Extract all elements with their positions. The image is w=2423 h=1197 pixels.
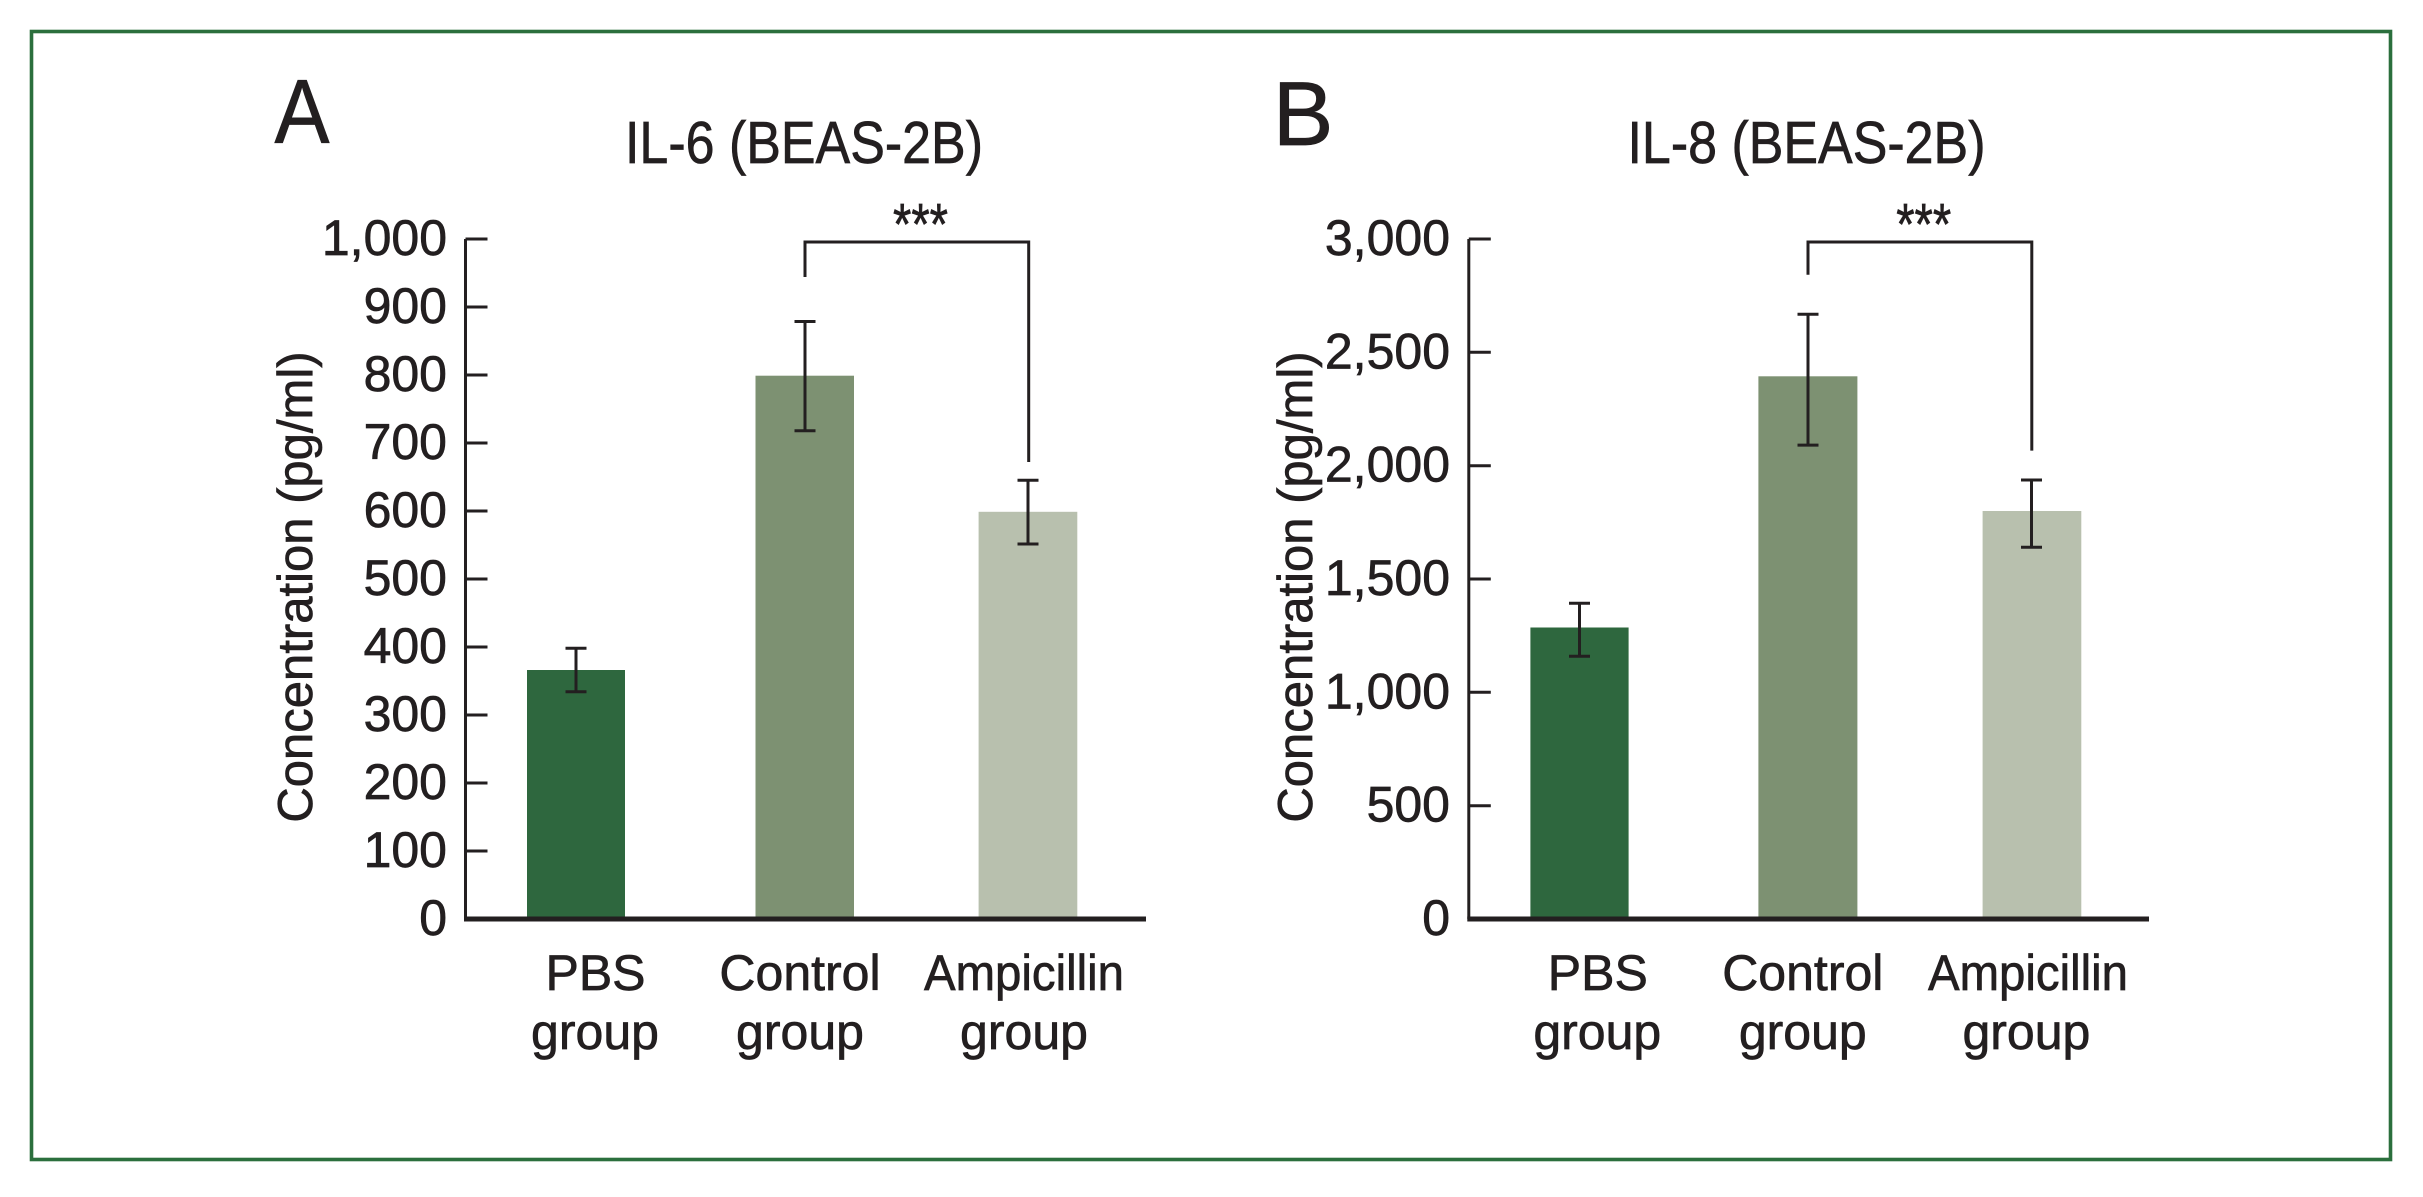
svg-text:800: 800 xyxy=(364,346,447,402)
svg-text:400: 400 xyxy=(364,618,447,674)
svg-text:500: 500 xyxy=(1367,777,1450,833)
svg-text:300: 300 xyxy=(364,686,447,742)
svg-text:B: B xyxy=(1273,64,1334,165)
svg-text:Ampicillin: Ampicillin xyxy=(924,945,1124,1001)
svg-text:100: 100 xyxy=(364,822,447,878)
svg-text:700: 700 xyxy=(364,414,447,470)
svg-text:2,000: 2,000 xyxy=(1325,437,1450,493)
svg-text:Control: Control xyxy=(719,945,880,1001)
svg-text:Concentration (pg/ml): Concentration (pg/ml) xyxy=(269,351,323,822)
svg-text:1,000: 1,000 xyxy=(322,210,447,266)
svg-text:group: group xyxy=(531,1004,659,1060)
svg-text:***: *** xyxy=(1896,192,1951,257)
svg-text:Concentration (pg/ml): Concentration (pg/ml) xyxy=(1269,351,1323,822)
svg-text:PBS: PBS xyxy=(545,945,645,1001)
svg-text:600: 600 xyxy=(364,482,447,538)
svg-text:group: group xyxy=(1533,1004,1661,1060)
svg-text:0: 0 xyxy=(419,890,447,946)
svg-text:1,000: 1,000 xyxy=(1325,663,1450,719)
svg-text:IL-6 (BEAS-2B): IL-6 (BEAS-2B) xyxy=(625,110,983,176)
svg-text:PBS: PBS xyxy=(1548,945,1648,1001)
svg-text:900: 900 xyxy=(364,278,447,334)
svg-text:1,500: 1,500 xyxy=(1325,550,1450,606)
svg-text:200: 200 xyxy=(364,754,447,810)
svg-text:500: 500 xyxy=(364,550,447,606)
svg-text:group: group xyxy=(960,1004,1088,1060)
svg-text:Ampicillin: Ampicillin xyxy=(1928,945,2128,1001)
svg-text:IL-8 (BEAS-2B): IL-8 (BEAS-2B) xyxy=(1628,110,1986,176)
svg-text:3,000: 3,000 xyxy=(1325,210,1450,266)
svg-text:Control: Control xyxy=(1722,945,1883,1001)
svg-text:group: group xyxy=(1962,1004,2090,1060)
svg-text:***: *** xyxy=(893,192,948,257)
svg-text:group: group xyxy=(736,1004,864,1060)
svg-text:A: A xyxy=(275,62,330,163)
svg-text:2,500: 2,500 xyxy=(1325,323,1450,379)
svg-text:group: group xyxy=(1739,1004,1867,1060)
svg-text:0: 0 xyxy=(1422,890,1450,946)
